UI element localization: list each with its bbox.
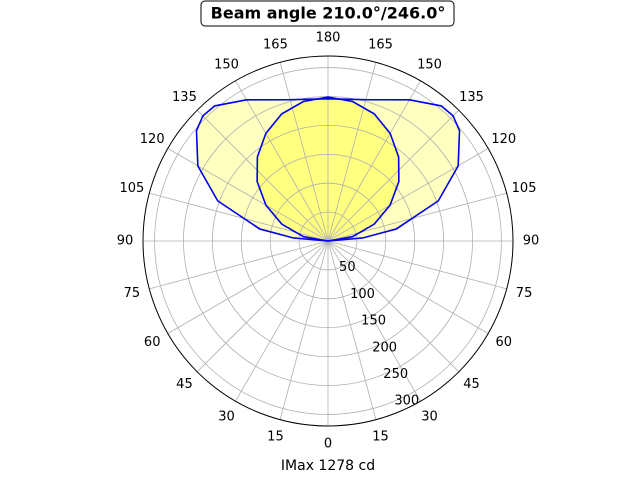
theta-tick-label: 60 [144, 335, 161, 350]
theta-tick-label: 30 [421, 409, 438, 424]
lines [195, 96, 461, 242]
theta-tick-label: 135 [172, 90, 197, 105]
grid-spoke [327, 80, 421, 242]
grid-spoke [327, 240, 460, 373]
theta-tick-label: 75 [516, 286, 533, 301]
grid-spoke [327, 109, 460, 242]
grid-spoke [149, 240, 329, 290]
labels: 0 15 30 45 60 75 90 105 120 135 150 165 180 165 150 135… [117, 31, 540, 452]
theta-tick-label: 45 [176, 377, 193, 392]
grid-spoke [235, 80, 329, 242]
theta-tick-label: 15 [372, 430, 389, 445]
r-tick-label: 150 [361, 314, 386, 329]
theta-tick-label: 180 [316, 31, 341, 46]
series-line [195, 97, 461, 242]
grid-spoke [196, 109, 329, 242]
grid-spoke [279, 240, 329, 420]
theta-tick-label: 0 [324, 437, 332, 452]
grid-spoke [327, 148, 489, 242]
grid-spoke [196, 240, 329, 373]
theta-tick-label: 105 [512, 181, 537, 196]
grid-spoke [327, 240, 489, 334]
grid-spoke [327, 240, 507, 290]
r-tick-label: 50 [339, 260, 356, 275]
series-line [256, 96, 400, 242]
theta-tick-label: 150 [214, 58, 239, 73]
r-tick-label: 100 [350, 287, 375, 302]
theta-tick-label: 120 [140, 132, 165, 147]
theta-tick-label: 75 [124, 286, 141, 301]
theta-tick-label: 90 [523, 234, 540, 249]
r-tick-label: 300 [394, 394, 419, 409]
theta-tick-label: 90 [117, 234, 134, 249]
title-box [200, 0, 455, 27]
grid-spoke [327, 240, 377, 420]
theta-tick-label: 105 [120, 181, 145, 196]
theta-tick-label: 165 [368, 37, 393, 52]
outer-ring [142, 55, 514, 427]
theta-tick-label: 150 [417, 58, 442, 73]
theta-tick-label: 15 [267, 430, 284, 445]
grid-spoke [167, 240, 329, 334]
grid-spoke [235, 240, 329, 402]
r-tick-label: 200 [372, 340, 397, 355]
grid-spoke [327, 62, 377, 242]
chart-title: Beam angle 210.0°/246.0° [211, 4, 446, 23]
theta-tick-label: 135 [459, 90, 484, 105]
theta-tick-label: 165 [263, 37, 288, 52]
grid-spoke [279, 62, 329, 242]
theta-tick-label: 30 [218, 409, 235, 424]
grid [142, 55, 514, 427]
theta-tick-label: 60 [496, 335, 513, 350]
grid-spoke [167, 148, 329, 242]
grid-spoke [327, 240, 421, 402]
r-tick-label: 250 [383, 367, 408, 382]
x-axis-label: IMax 1278 cd [281, 458, 375, 474]
theta-tick-label: 120 [491, 132, 516, 147]
theta-tick-label: 45 [463, 377, 480, 392]
